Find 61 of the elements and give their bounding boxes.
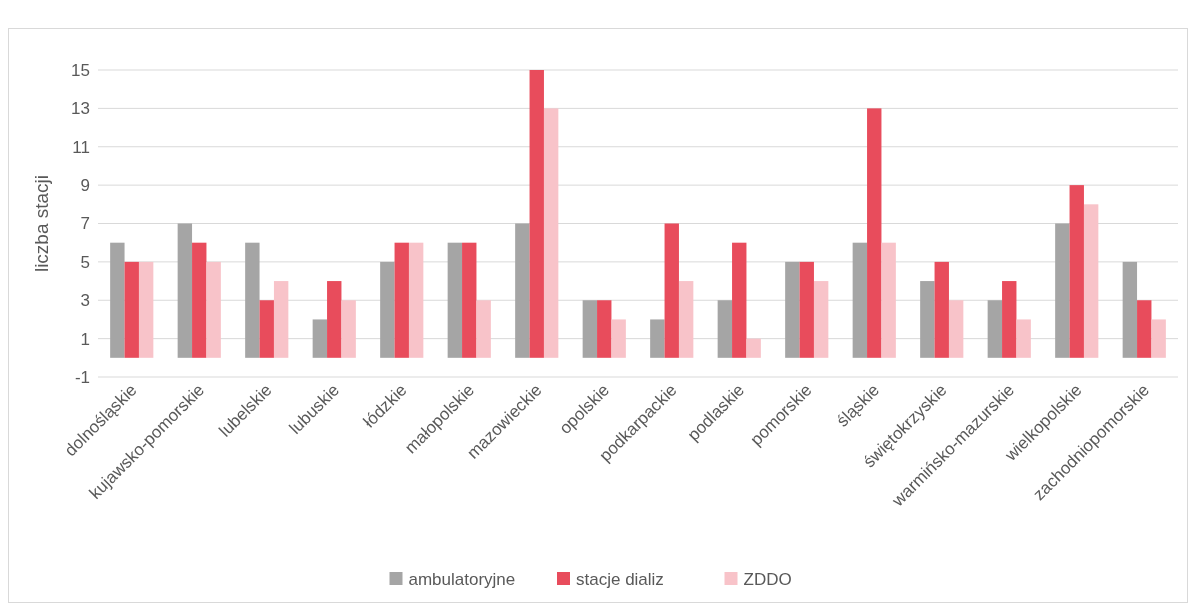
bar xyxy=(920,281,935,358)
bar xyxy=(394,242,409,358)
legend-label: ambulatoryjne xyxy=(408,569,516,589)
bar xyxy=(799,261,814,358)
bar xyxy=(192,242,207,358)
bar xyxy=(1137,300,1152,358)
y-tick-label: 5 xyxy=(80,252,90,272)
bar xyxy=(110,242,125,358)
bar xyxy=(881,242,896,358)
bar xyxy=(732,242,747,358)
bar xyxy=(245,242,260,358)
y-tick-label: 1 xyxy=(80,329,90,349)
bar xyxy=(462,242,477,358)
bar xyxy=(273,281,289,358)
bar xyxy=(611,319,626,358)
bar xyxy=(177,223,193,358)
bar xyxy=(341,300,356,358)
bar xyxy=(582,300,598,358)
bar xyxy=(206,261,221,358)
y-tick-label: 11 xyxy=(72,137,90,157)
bar xyxy=(1151,319,1166,358)
bar xyxy=(529,70,544,358)
legend-label: stacje dializ xyxy=(576,569,664,589)
bar xyxy=(987,300,1003,358)
y-tick-label: 3 xyxy=(80,291,90,311)
bar xyxy=(1055,223,1070,358)
y-tick-label: 15 xyxy=(71,60,90,80)
bar xyxy=(664,223,679,358)
bar xyxy=(867,108,882,358)
bar xyxy=(813,281,829,358)
y-axis-title: liczba stacji xyxy=(31,174,52,273)
bar xyxy=(1122,261,1138,358)
bar xyxy=(1069,185,1084,358)
y-tick-label: 13 xyxy=(71,99,90,119)
bar xyxy=(138,261,154,358)
bar xyxy=(312,319,328,358)
bar xyxy=(650,319,665,358)
bar xyxy=(515,223,530,358)
bar xyxy=(408,242,424,358)
bar xyxy=(948,300,964,358)
bar xyxy=(597,300,612,358)
y-tick-label: 7 xyxy=(80,214,90,234)
y-tick-label: -1 xyxy=(74,367,90,387)
bar xyxy=(717,300,733,358)
legend-label: ZDDO xyxy=(743,569,792,589)
bar xyxy=(543,108,559,358)
bar xyxy=(124,261,139,358)
bar xyxy=(1016,319,1031,358)
bar xyxy=(259,300,274,358)
bar xyxy=(447,242,463,358)
bar xyxy=(678,281,694,358)
bar xyxy=(476,300,491,358)
bar xyxy=(1002,281,1017,358)
y-tick-label: 9 xyxy=(80,176,90,196)
bar xyxy=(1083,204,1099,358)
bar xyxy=(380,261,395,358)
bar xyxy=(785,261,800,358)
bar xyxy=(852,242,868,358)
bar xyxy=(934,261,949,358)
bar xyxy=(327,281,342,358)
bar xyxy=(746,338,761,358)
